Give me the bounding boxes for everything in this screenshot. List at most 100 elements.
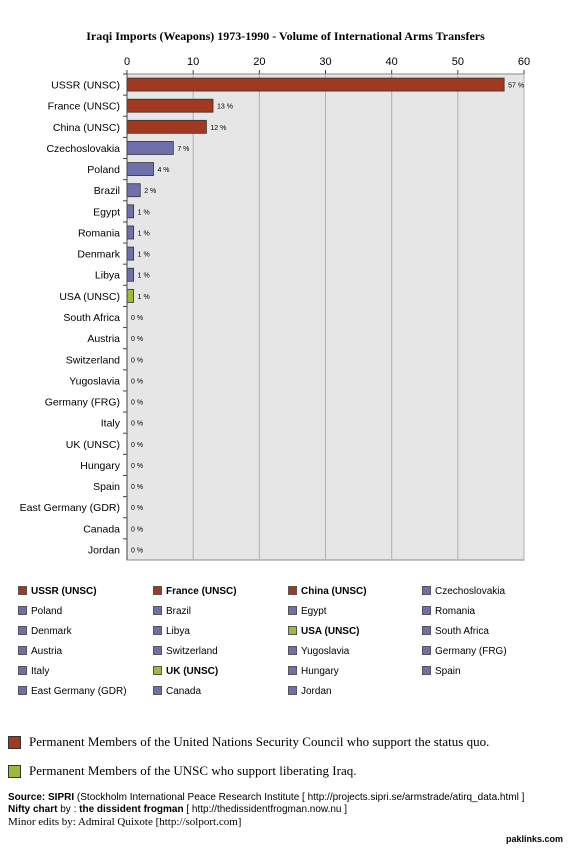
legend-label: Spain xyxy=(435,666,461,677)
category-label: Hungary xyxy=(80,460,120,472)
category-label: Brazil xyxy=(94,185,120,197)
legend-item: USA (UNSC) xyxy=(288,625,360,637)
legend-label: France (UNSC) xyxy=(166,586,237,597)
legend-label: Poland xyxy=(31,606,63,617)
source-label: Source: xyxy=(8,792,46,803)
category-label: Italy xyxy=(101,418,121,430)
legend-item: Brazil xyxy=(153,605,191,617)
value-label: 0 % xyxy=(131,400,143,407)
category-label: South Africa xyxy=(63,312,120,324)
category-label: Jordan xyxy=(88,544,120,556)
bar xyxy=(126,267,135,282)
legend-swatch xyxy=(153,605,162,615)
legend-label: South Africa xyxy=(435,626,489,637)
x-tick-label: 50 xyxy=(452,56,464,68)
chart-author-url: [ http://thedissidentfrogman.now.nu ] xyxy=(186,804,348,815)
legend-item: USSR (UNSC) xyxy=(18,585,97,597)
category-label: UK (UNSC) xyxy=(66,439,120,451)
category-label: China (UNSC) xyxy=(53,122,120,134)
legend-label: Germany (FRG) xyxy=(435,646,507,657)
source-name: SIPRI xyxy=(48,792,75,803)
chart-credit-label: Nifty chart xyxy=(8,804,58,815)
value-label: 0 % xyxy=(131,378,143,385)
x-tick-label: 60 xyxy=(518,56,530,68)
bar xyxy=(126,183,141,198)
category-label: Egypt xyxy=(93,206,120,218)
legend-swatch xyxy=(288,605,297,615)
legend-swatch xyxy=(288,685,297,695)
legend-swatch xyxy=(422,665,431,675)
legend-item: China (UNSC) xyxy=(288,585,367,597)
legend-swatch xyxy=(153,685,162,695)
bar xyxy=(126,288,135,303)
legend-swatch xyxy=(288,625,297,635)
category-label: Czechoslovakia xyxy=(46,143,120,155)
legend-swatch xyxy=(153,665,162,675)
category-label: Austria xyxy=(87,333,120,345)
liberating-swatch xyxy=(8,764,21,778)
bar xyxy=(126,77,505,92)
category-label: Denmark xyxy=(77,249,120,261)
value-label: 0 % xyxy=(131,421,143,428)
note-status-quo: Permanent Members of the United Nations … xyxy=(8,734,489,750)
value-label: 2 % xyxy=(144,188,156,195)
value-label: 0 % xyxy=(131,442,143,449)
value-label: 12 % xyxy=(210,125,226,132)
value-label: 7 % xyxy=(177,146,189,153)
legend-label: Libya xyxy=(166,626,190,637)
note-liberating-text: Permanent Members of the UNSC who suppor… xyxy=(29,763,357,778)
value-label: 0 % xyxy=(131,357,143,364)
x-tick-label: 20 xyxy=(253,56,265,68)
legend-label: Romania xyxy=(435,606,476,617)
legend-swatch xyxy=(422,625,431,635)
note-status-quo-text: Permanent Members of the United Nations … xyxy=(29,734,490,749)
value-label: 4 % xyxy=(157,167,169,174)
category-label: Yugoslavia xyxy=(69,375,120,387)
legend-swatch xyxy=(422,645,431,655)
value-label: 1 % xyxy=(138,209,150,216)
bar xyxy=(126,246,135,261)
legend-label: Jordan xyxy=(301,686,332,697)
category-label: Poland xyxy=(87,164,120,176)
legend-label: Austria xyxy=(31,646,63,657)
source-detail: (Stockholm International Peace Research … xyxy=(76,792,525,803)
bar xyxy=(126,119,207,134)
legend-item: Jordan xyxy=(288,685,332,697)
legend-label: Egypt xyxy=(301,606,327,617)
legend-swatch xyxy=(288,585,297,595)
legend-item: Spain xyxy=(422,665,461,677)
x-tick-label: 10 xyxy=(187,56,199,68)
legend-swatch xyxy=(18,605,27,615)
bar xyxy=(126,204,135,219)
legend-swatch xyxy=(18,665,27,675)
legend-label: Hungary xyxy=(301,666,339,677)
category-label: USSR (UNSC) xyxy=(51,80,120,92)
legend-item: Austria xyxy=(18,645,63,657)
legend-label: Canada xyxy=(166,686,202,697)
legend-swatch xyxy=(288,645,297,655)
value-label: 0 % xyxy=(131,547,143,554)
legend-label: USSR (UNSC) xyxy=(31,586,97,597)
category-label: Libya xyxy=(95,270,120,282)
legend-label: USA (UNSC) xyxy=(301,626,360,637)
legend-label: Italy xyxy=(31,666,50,677)
bar xyxy=(126,141,174,155)
bar xyxy=(126,98,214,113)
source-credits: Source: SIPRI (Stockholm International P… xyxy=(8,792,524,828)
category-label: Canada xyxy=(83,523,120,535)
legend-swatch xyxy=(288,665,297,675)
legend-label: China (UNSC) xyxy=(301,586,367,597)
legend-item: South Africa xyxy=(422,625,489,637)
category-label: USA (UNSC) xyxy=(59,291,120,303)
legend-item: Italy xyxy=(18,665,50,677)
legend-swatch xyxy=(153,585,162,595)
value-label: 0 % xyxy=(131,505,143,512)
legend-label: East Germany (GDR) xyxy=(31,686,127,697)
legend-item: Hungary xyxy=(288,665,339,677)
value-label: 1 % xyxy=(138,294,150,301)
legend-swatch xyxy=(153,645,162,655)
value-label: 13 % xyxy=(217,104,233,111)
legend-swatch xyxy=(422,585,431,595)
category-label: Romania xyxy=(78,227,120,239)
note-liberating: Permanent Members of the UNSC who suppor… xyxy=(8,763,356,779)
